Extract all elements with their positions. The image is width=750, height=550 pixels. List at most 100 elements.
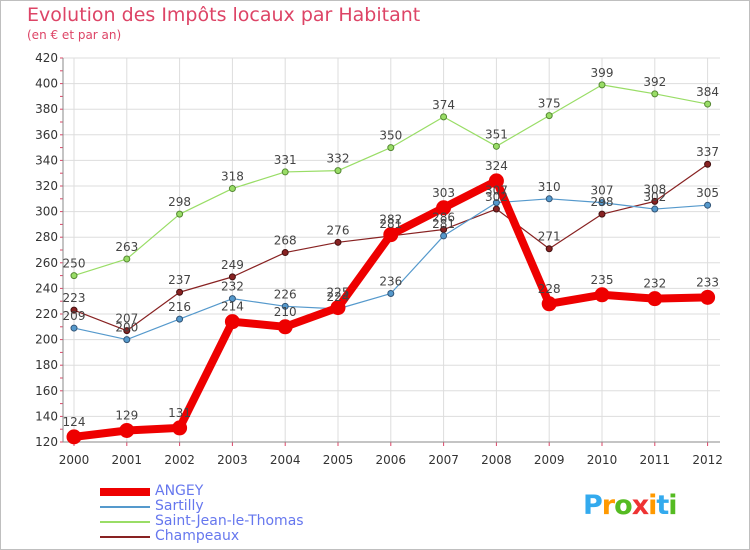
data-label-sartilly: 224 — [327, 290, 350, 304]
data-point-angey — [594, 287, 610, 303]
data-point-sartilly — [492, 199, 500, 207]
y-tick-label: 120 — [35, 435, 58, 449]
data-label-sartilly: 310 — [538, 180, 561, 194]
data-point-sartilly — [176, 315, 184, 323]
y-tick-label: 140 — [35, 409, 58, 423]
data-point-sartilly — [123, 336, 131, 344]
legend-swatch-saint-jean-le-thomas — [100, 521, 150, 523]
data-label-champeaux: 249 — [221, 258, 244, 272]
x-tick-label: 2002 — [164, 453, 195, 467]
data-point-saint-jean-le-thomas — [70, 272, 78, 280]
y-tick-label: 160 — [35, 384, 58, 398]
data-label-angey: 282 — [379, 213, 402, 227]
data-point-saint-jean-le-thomas — [440, 113, 448, 121]
data-label-saint-jean-le-thomas: 351 — [485, 127, 508, 141]
y-tick-label: 300 — [35, 205, 58, 219]
legend-label-angey: ANGEY — [155, 483, 204, 499]
data-label-sartilly: 216 — [168, 300, 191, 314]
data-label-saint-jean-le-thomas: 375 — [538, 97, 561, 111]
logo-letter: t — [656, 490, 669, 521]
y-tick-label: 200 — [35, 333, 58, 347]
data-point-sartilly — [598, 199, 606, 207]
data-label-sartilly: 232 — [221, 280, 244, 294]
data-label-sartilly: 200 — [115, 321, 138, 335]
x-tick-label: 2009 — [534, 453, 565, 467]
data-point-sartilly — [440, 232, 448, 240]
x-tick-label: 2005 — [323, 453, 354, 467]
x-tick-label: 2006 — [376, 453, 407, 467]
data-label-champeaux: 276 — [327, 223, 350, 237]
data-label-saint-jean-le-thomas: 298 — [168, 195, 191, 209]
data-point-angey — [647, 291, 663, 307]
axes: 120 140 160 180 200 220 240 260 280 300 320 340 360 3… — [35, 51, 723, 467]
logo-letter: x — [631, 490, 649, 521]
data-point-saint-jean-le-thomas — [492, 142, 500, 150]
data-point-champeaux — [598, 210, 606, 218]
data-point-champeaux — [123, 327, 131, 335]
chart-title: Evolution des Impôts locaux par Habitant — [27, 4, 421, 26]
data-label-angey: 124 — [63, 415, 86, 429]
x-tick-label: 2008 — [481, 453, 512, 467]
data-point-saint-jean-le-thomas — [545, 112, 553, 120]
chart-subtitle: (en € et par an) — [27, 28, 122, 42]
data-label-angey: 324 — [485, 159, 508, 173]
data-label-angey: 225 — [327, 286, 350, 300]
y-tick-label: 320 — [35, 179, 58, 193]
data-point-sartilly — [545, 195, 553, 203]
data-point-saint-jean-le-thomas — [651, 90, 659, 98]
data-label-saint-jean-le-thomas: 350 — [379, 129, 402, 143]
legend-label-saint-jean-le-thomas: Saint-Jean-le-Thomas — [155, 513, 304, 529]
legend-label-champeaux: Champeaux — [155, 528, 240, 544]
y-tick-label: 280 — [35, 230, 58, 244]
data-label-angey: 210 — [274, 305, 297, 319]
data-point-champeaux — [334, 238, 342, 246]
data-label-sartilly: 305 — [696, 186, 719, 200]
logo-letter: r — [601, 490, 615, 521]
x-tick-label: 2001 — [112, 453, 143, 467]
data-label-champeaux: 207 — [115, 312, 138, 326]
y-tick-label: 260 — [35, 256, 58, 270]
x-tick-label: 2004 — [270, 453, 301, 467]
data-label-saint-jean-le-thomas: 384 — [696, 85, 719, 99]
data-label-sartilly: 307 — [485, 184, 508, 198]
data-point-angey — [541, 296, 557, 312]
data-point-saint-jean-le-thomas — [123, 255, 131, 263]
data-point-saint-jean-le-thomas — [387, 144, 395, 152]
y-tick-label: 380 — [35, 102, 58, 116]
data-label-angey: 233 — [696, 275, 719, 289]
data-point-champeaux — [281, 249, 289, 257]
data-label-angey: 214 — [221, 300, 244, 314]
data-label-sartilly: 281 — [432, 217, 455, 231]
data-label-champeaux: 337 — [696, 145, 719, 159]
data-label-angey: 232 — [643, 277, 666, 291]
data-label-champeaux: 268 — [274, 234, 297, 248]
legend-swatch-champeaux — [100, 536, 150, 538]
data-point-saint-jean-le-thomas — [334, 167, 342, 175]
data-point-sartilly — [281, 302, 289, 310]
logo-letter: P — [583, 490, 603, 521]
data-point-champeaux — [545, 245, 553, 253]
legend-label-sartilly: Sartilly — [155, 498, 204, 514]
line-chart: 120 140 160 180 200 220 240 260 280 300 320 340 360 3… — [35, 51, 723, 467]
y-tick-label: 420 — [35, 51, 58, 65]
data-label-champeaux: 271 — [538, 230, 561, 244]
proxiti-logo: Proxiti — [583, 490, 678, 521]
data-point-angey — [330, 300, 346, 316]
data-label-champeaux: 237 — [168, 273, 191, 287]
data-label-champeaux: 298 — [591, 195, 614, 209]
data-point-champeaux — [228, 273, 236, 281]
x-tick-label: 2007 — [428, 453, 459, 467]
data-point-saint-jean-le-thomas — [704, 100, 712, 108]
data-point-saint-jean-le-thomas — [598, 81, 606, 89]
logo-letter: i — [648, 490, 657, 521]
data-label-saint-jean-le-thomas: 392 — [643, 75, 666, 89]
data-point-angey — [383, 227, 399, 243]
data-label-angey: 228 — [538, 282, 561, 296]
y-tick-label: 360 — [35, 128, 58, 142]
y-tick-label: 180 — [35, 358, 58, 372]
logo-letter: i — [668, 490, 677, 521]
data-label-saint-jean-le-thomas: 263 — [115, 240, 138, 254]
data-label-saint-jean-le-thomas: 331 — [274, 153, 297, 167]
data-point-saint-jean-le-thomas — [228, 185, 236, 193]
data-label-saint-jean-le-thomas: 332 — [327, 152, 350, 166]
